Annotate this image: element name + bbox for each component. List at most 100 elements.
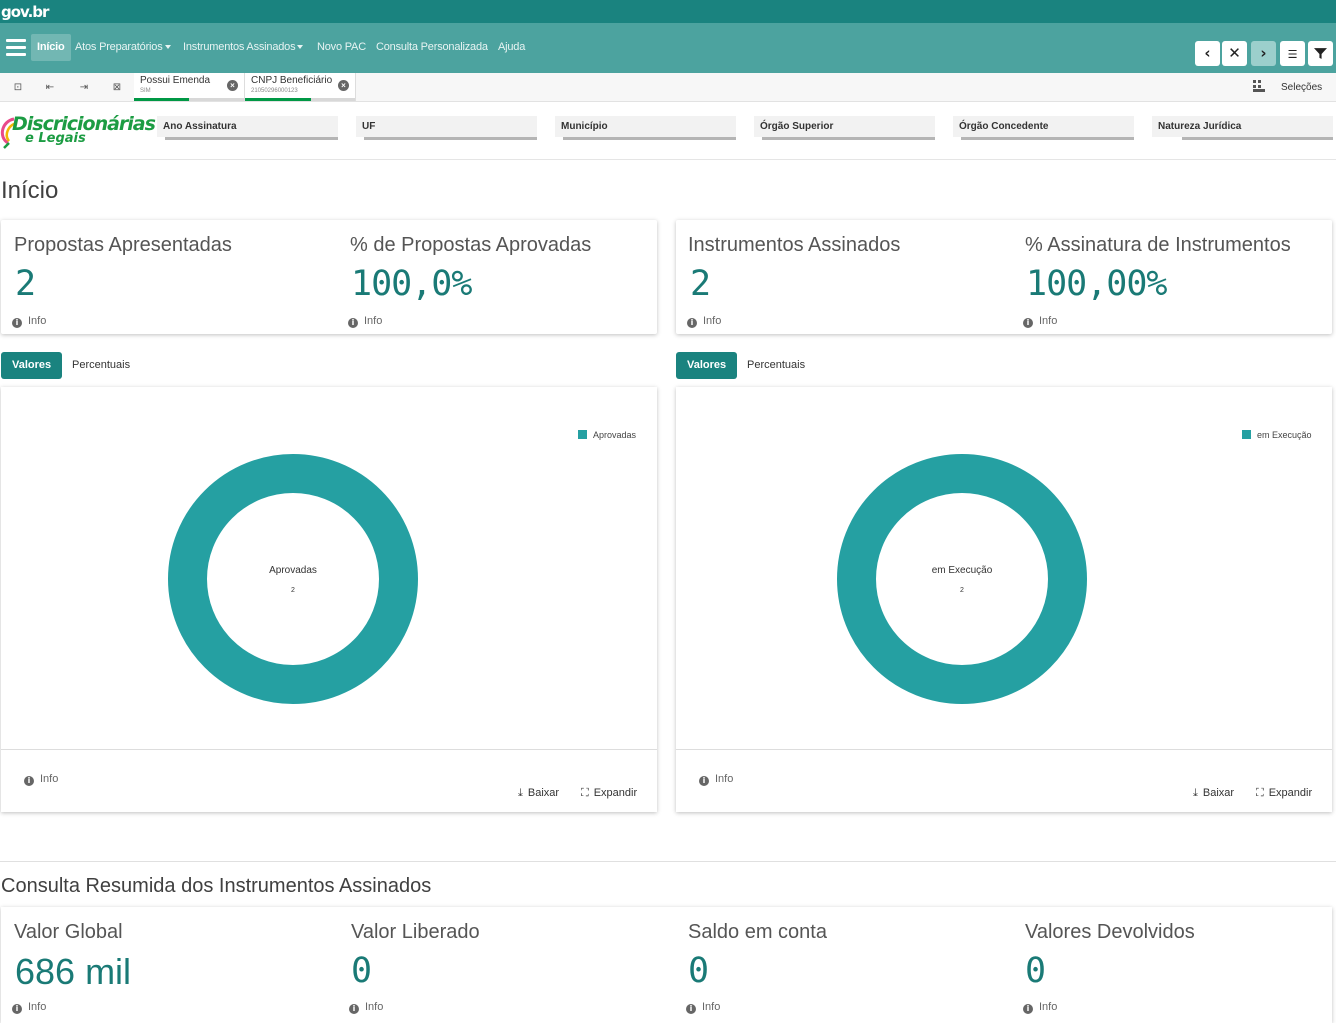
clear-selections-button[interactable]: ✕ [1222, 41, 1247, 66]
step-forward-icon[interactable]: ⇥ [79, 82, 89, 93]
chip-title: CNPJ Beneficiário [251, 75, 333, 86]
info-link[interactable]: i Info [349, 1001, 383, 1014]
filter-natureza-juridica[interactable]: Natureza Jurídica [1152, 116, 1333, 140]
donut-chart-em-execucao[interactable] [676, 387, 1332, 749]
info-link[interactable]: i Info [348, 315, 382, 328]
donut-slice-aprovadas[interactable] [168, 454, 418, 704]
chevron-left-icon: ‹ [1204, 44, 1211, 62]
kpi-label: Propostas Apresentadas [14, 234, 232, 256]
donut-center-value: 2 [960, 587, 964, 594]
donut-slice-em-execução[interactable] [837, 454, 1087, 704]
download-icon: ⤓ [1193, 787, 1198, 799]
filter-municipio[interactable]: Município [555, 116, 736, 140]
info-link[interactable]: i Info [699, 773, 733, 786]
info-icon: i [348, 318, 358, 328]
summary-value: 0 [351, 951, 372, 991]
kpi-label: % de Propostas Aprovadas [350, 234, 592, 256]
forward-button[interactable]: › [1251, 41, 1276, 66]
expand-button[interactable]: ⛶ Expandir [581, 787, 638, 799]
top-nav: Início Atos Preparatórios Instrumentos A… [0, 23, 1336, 73]
brand-logo: Discricionárias e Legais [0, 113, 156, 151]
legend-swatch [578, 430, 587, 439]
filter-row: Discricionárias e Legais Ano Assinatura … [0, 103, 1336, 160]
section-title: Consulta Resumida dos Instrumentos Assin… [1, 875, 432, 897]
kpi-card-instrumentos: Instrumentos Assinados 2 i Info % Assinat… [676, 220, 1332, 334]
page-title: Início [1, 177, 59, 204]
chip-title: Possui Emenda [140, 75, 211, 86]
close-icon: ✕ [1228, 44, 1241, 62]
filter-orgao-superior[interactable]: Órgão Superior [754, 116, 935, 140]
summary-label: Valores Devolvidos [1025, 921, 1195, 943]
tab-percentuais-left[interactable]: Percentuais [72, 359, 131, 371]
donut-center-label: Aprovadas [269, 565, 317, 576]
step-back-icon[interactable]: ⇤ [45, 82, 55, 93]
summary-value: 0 [688, 951, 709, 991]
expand-button[interactable]: ⛶ Expandir [1256, 787, 1313, 799]
divider [676, 749, 1332, 750]
gov-logo[interactable]: gov.br [1, 3, 49, 21]
info-icon: i [24, 776, 34, 786]
summary-card: Valor Global 686 mil i Info Valor Liberad… [1, 907, 1332, 1023]
info-icon: i [349, 1004, 359, 1014]
donut-chart-aprovadas[interactable] [1, 387, 657, 749]
selection-chip-cnpj[interactable]: CNPJ Beneficiário 21050296000123 × [245, 73, 356, 101]
caret-down-icon [164, 45, 171, 50]
remove-selection-icon[interactable]: × [338, 80, 349, 91]
tab-percentuais-right[interactable]: Percentuais [747, 359, 806, 371]
info-link[interactable]: i Info [687, 315, 721, 328]
selections-icon[interactable] [1253, 80, 1265, 92]
kpi-label: % Assinatura de Instrumentos [1025, 234, 1291, 256]
section-divider [0, 861, 1336, 862]
nav-item-novo-pac[interactable]: Novo PAC [317, 41, 366, 53]
menu-icon[interactable] [6, 39, 26, 56]
nav-item-ajuda[interactable]: Ajuda [498, 41, 526, 53]
download-button[interactable]: ⤓ Baixar [518, 787, 560, 799]
nav-item-atos-preparatorios[interactable]: Atos Preparatórios [75, 41, 171, 53]
selections-button[interactable]: Seleções [1281, 82, 1323, 93]
remove-selection-icon[interactable]: × [227, 80, 238, 91]
kpi-value: 2 [15, 264, 36, 304]
chart-panel-aprovadas: Aprovadas Aprovadas 2 i Info ⤓ Baixar ⛶ Exp… [1, 387, 657, 812]
info-link[interactable]: i Info [12, 315, 46, 328]
caret-down-icon [297, 45, 304, 50]
info-icon: i [686, 1004, 696, 1014]
nav-item-consulta-personalizada[interactable]: Consulta Personalizada [376, 41, 488, 53]
legend-item[interactable]: em Execução [1242, 430, 1312, 440]
nav-item-inicio[interactable]: Início [31, 34, 71, 61]
back-button[interactable]: ‹ [1195, 41, 1220, 66]
clear-all-icon[interactable]: ⊠ [112, 82, 122, 93]
info-link[interactable]: i Info [24, 773, 58, 786]
info-icon: i [12, 1004, 22, 1014]
tab-valores-right[interactable]: Valores [676, 352, 738, 379]
info-link[interactable]: i Info [1023, 315, 1057, 328]
info-icon: i [1023, 318, 1033, 328]
selection-chip-possui-emenda[interactable]: Possui Emenda SIM × [134, 73, 245, 101]
info-icon: i [1023, 1004, 1033, 1014]
filter-ano-assinatura[interactable]: Ano Assinatura [157, 116, 338, 140]
info-link[interactable]: i Info [686, 1001, 720, 1014]
info-icon: i [699, 776, 709, 786]
download-button[interactable]: ⤓ Baixar [1193, 787, 1235, 799]
legend-item[interactable]: Aprovadas [578, 430, 636, 440]
kpi-value: 2 [690, 264, 711, 304]
donut-center-label: em Execução [931, 565, 993, 576]
kpi-card-propostas: Propostas Apresentadas 2 i Info % de Prop… [1, 220, 657, 334]
summary-label: Saldo em conta [688, 921, 827, 943]
filter-button[interactable] [1308, 41, 1333, 66]
info-link[interactable]: i Info [1023, 1001, 1057, 1014]
nav-item-instrumentos-assinados[interactable]: Instrumentos Assinados [183, 41, 304, 53]
tab-valores-left[interactable]: Valores [1, 352, 63, 379]
donut-center-value: 2 [291, 587, 295, 594]
smart-search-icon[interactable]: ⊡ [13, 82, 23, 93]
brand-line2: e Legais [25, 131, 86, 146]
chip-value: SIM [140, 88, 151, 94]
info-link[interactable]: i Info [12, 1001, 46, 1014]
toggle-button[interactable]: ☰ [1280, 41, 1305, 66]
chevron-right-icon: › [1260, 44, 1267, 62]
expand-icon: ⛶ [581, 787, 589, 799]
filter-orgao-concedente[interactable]: Órgão Concedente [953, 116, 1134, 140]
brand-line1: Discricionárias [12, 113, 156, 135]
filter-uf[interactable]: UF [356, 116, 537, 140]
chart-panel-em-execucao: em Execução em Execução 2 i Info ⤓ Baixar … [676, 387, 1332, 812]
divider [1, 749, 657, 750]
